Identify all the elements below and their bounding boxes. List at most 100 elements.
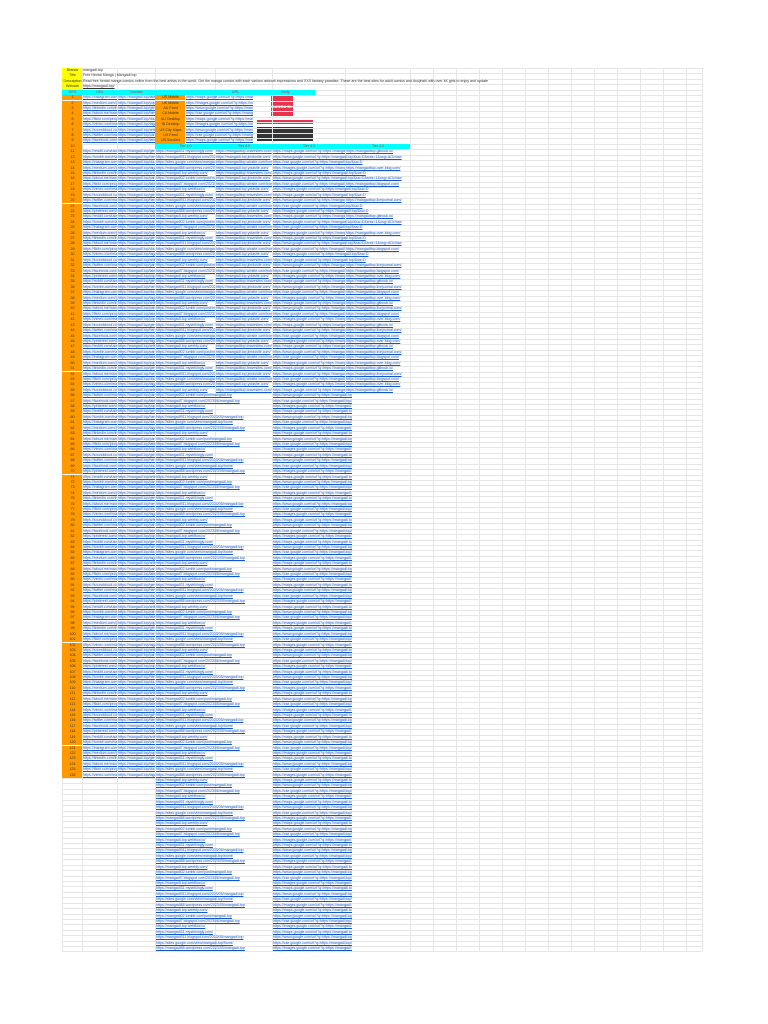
site-link[interactable]: https://facebook.com/mangadl <box>83 463 117 468</box>
site-link[interactable]: https://flickr.com/people/mangadl <box>83 311 117 316</box>
tier-link[interactable]: https://maps.google.com/url?q=https://ma… <box>273 821 352 826</box>
tier-link[interactable]: https://mangadltop.blogspot.com/ <box>346 181 399 186</box>
tier-link[interactable]: https://cse.google.com/url?q=https://man… <box>273 268 345 273</box>
site-link[interactable]: https://twitter.com/mangadl <box>83 133 117 138</box>
tier-link[interactable]: https://mangadl02.tumblr.com/post/mangad… <box>156 696 232 701</box>
tier-link[interactable]: https://maps.google.com/url?q=https://ma… <box>273 366 345 371</box>
tier-link[interactable]: https://www.google.com/url?q=https://man… <box>273 566 352 571</box>
tier-link[interactable]: https://www.google.com/url?q=https://man… <box>273 154 402 159</box>
tier-link[interactable]: https://mangadl.top.jimdosite.com/ <box>216 349 271 354</box>
tier-link[interactable]: https://mangadltop.bravesites.com/ <box>216 214 272 219</box>
tier-link[interactable]: https://mangadltop.livejournal.com/ <box>346 371 402 376</box>
site-link[interactable]: https://vimeo.com/mangadl <box>83 512 117 517</box>
domain-link[interactable]: https://mangadl.top/doujinshi <box>118 203 155 208</box>
domain-link[interactable]: https://mangadl.top/genre <box>118 322 155 327</box>
tier-link[interactable]: https://mangadltop.livejournal.com/ <box>346 263 402 268</box>
domain-link[interactable]: https://mangadl.top/popular <box>118 100 155 105</box>
tier-link[interactable]: https://mangadl31.mystrikingly.com/ <box>156 669 213 674</box>
tier-link[interactable]: https://mangadl31.mystrikingly.com/ <box>156 886 213 891</box>
tier-link[interactable]: https://mangadl911.blogspot.com/2023/05/… <box>156 805 244 810</box>
tier-link[interactable]: https://mangadl88.wordpress.com/2023/05/… <box>156 685 245 690</box>
tier-link[interactable]: https://sites.google.com/view/mangadl-to… <box>156 550 233 555</box>
tier-link[interactable]: https://mangadl.top.yolasite.com/ <box>216 360 269 365</box>
site-link[interactable]: https://reddit.com/user/mangadl <box>83 409 117 414</box>
domain-link[interactable]: https://mangadl.top/hentai-manga <box>118 241 155 246</box>
tier-link[interactable]: https://cse.google.com/url?q=https://man… <box>273 680 352 685</box>
tier-link[interactable]: https://mangadltop.blogspot.com/ <box>346 311 399 316</box>
tier-link[interactable]: https://images.google.com/url?q=https://… <box>273 750 352 755</box>
tier-link[interactable]: https://mangadl7.blogspot.com/2023/06/ma… <box>156 832 240 837</box>
tier-link[interactable]: https://www.google.com/url?q=https://man… <box>273 761 352 766</box>
tier-link[interactable]: https://mangadl911.blogspot.com/2023/05/… <box>156 935 244 940</box>
site-link[interactable]: https://vimeo.com/mangadl <box>83 382 117 387</box>
tier-link[interactable]: https://www.google.com/url?q=https://man… <box>273 891 352 896</box>
tier-link[interactable]: https://www.google.com/url?q=https://man… <box>273 284 345 289</box>
site-link[interactable]: https://about.me/mangadl <box>83 306 117 311</box>
tier-link[interactable]: https://mangadl88.wordpress.com/2023/05/… <box>156 512 245 517</box>
domain-link[interactable]: https://mangadl.top/popular <box>118 187 155 192</box>
tier-link[interactable]: https://www.google.com/url?q=https://man… <box>273 458 352 463</box>
tier-link[interactable]: https://mangadl.top.jimdosite.com/ <box>216 306 271 311</box>
site-link[interactable]: https://twitter.com/mangadl <box>83 653 117 658</box>
tier-link[interactable]: https://mangadl-top.webflow.io/ <box>156 924 206 929</box>
site-link[interactable]: https://instagram.com/mangadl <box>83 160 117 165</box>
domain-link[interactable]: https://mangadl.top/popular <box>118 317 155 322</box>
tier-link[interactable]: https://mangadltop.blogspot.com/ <box>346 290 399 295</box>
domain-link[interactable]: https://mangadl.top/hentai-manga <box>118 284 155 289</box>
domain-link[interactable]: https://mangadl.top/artist <box>118 301 155 306</box>
tier-link[interactable]: https://mangadltop.wixsite.com/home <box>216 225 272 230</box>
tier-link[interactable]: https://www.google.com/url?q=https://man… <box>273 306 345 311</box>
tier-link[interactable]: https://cse.google.com/url?q=https://man… <box>273 702 352 707</box>
site-link[interactable]: https://linkedin.com/in/mangadl <box>83 561 117 566</box>
tier-link[interactable]: https://cse.google.com/url?q=https://man… <box>273 832 352 837</box>
tier-link[interactable]: https://mangadl7.blogspot.com/2023/06/ma… <box>156 225 215 230</box>
site-link[interactable]: https://flickr.com/people/mangadl <box>83 637 117 642</box>
tier-link[interactable]: https://mangadl02.tumblr.com/post/mangad… <box>156 349 215 354</box>
tier-link[interactable]: https://mangadl-top.weebly.com/ <box>156 821 208 826</box>
tier-link[interactable]: https://mangadl-top.webflow.io/ <box>156 707 206 712</box>
tier-link[interactable]: https://cse.google.com/url?q=https://man… <box>273 853 352 858</box>
tier-link[interactable]: https://mangadltop.bravesites.com/ <box>216 192 272 197</box>
tier-link[interactable]: https://mangadl02.tumblr.com/post/mangad… <box>156 263 215 268</box>
tier-link[interactable]: https://sites.google.com/view/mangadl-to… <box>156 203 215 208</box>
tier-link[interactable]: https://maps.google.com/url?q=https://ma… <box>273 322 345 327</box>
site-link[interactable]: https://soundcloud.com/mangadl <box>83 647 117 652</box>
tier-link[interactable]: https://cse.google.com/url?q=https://man… <box>273 203 363 208</box>
tier-link[interactable]: https://cse.google.com/url?q=https://man… <box>186 133 253 138</box>
domain-link[interactable]: https://mangadl.top/popular <box>118 360 155 365</box>
domain-link[interactable]: https://mangadl.top/parody <box>118 696 155 701</box>
tier-link[interactable]: https://mangadl.top.yolasite.com/ <box>216 382 269 387</box>
tier-link[interactable]: https://mangadl7.blogspot.com/2023/06/ma… <box>156 875 240 880</box>
tier-link[interactable]: https://images.google.com/url?q=https://… <box>273 685 352 690</box>
site-link[interactable]: https://medium.com/@mangadl <box>83 360 117 365</box>
site-link[interactable]: https://soundcloud.com/mangadl <box>83 192 117 197</box>
tier-link[interactable]: https://cse.google.com/url?q=https://man… <box>273 333 345 338</box>
tier-link[interactable]: https://maps.google.com/url?q=https://ma… <box>186 95 253 100</box>
domain-link[interactable]: https://mangadl.top/artist <box>118 170 155 175</box>
tier-link[interactable]: https://images.google.com/url?q=https://… <box>273 512 352 517</box>
tier-link[interactable]: https://mangadl31.mystrikingly.com/ <box>156 496 213 501</box>
tier-link[interactable]: https://maps.google.com/url?q=https://ma… <box>273 908 352 913</box>
site-link[interactable]: https://tumblr.com/mangadl <box>83 479 117 484</box>
domain-link[interactable]: https://mangadl.top/genre <box>118 669 155 674</box>
tier-link[interactable]: https://www.google.com/url?q=https://man… <box>273 414 352 419</box>
tier-link[interactable]: https://mangadl911.blogspot.com/2023/05/… <box>156 198 215 203</box>
site-link[interactable]: https://instagram.com/mangadl <box>83 420 117 425</box>
domain-link[interactable]: https://mangadl.top/doujinshi <box>118 463 155 468</box>
tier-link[interactable]: https://mangadl-top.weebly.com/ <box>156 908 208 913</box>
tier-link[interactable]: https://mangadltop.over-blog.com/ <box>346 382 401 387</box>
tier-link[interactable]: https://maps.google.com/url?q=https://ma… <box>273 582 352 587</box>
tier-link[interactable]: https://images.google.com/url?q=https://… <box>273 837 352 842</box>
tier-link[interactable]: https://mangadl-top.webflow.io/ <box>156 273 206 278</box>
tier-link[interactable]: https://mangadl.top.jimdosite.com/ <box>216 219 271 224</box>
tier-link[interactable]: https://maps.google.com/url?q=https://ma… <box>273 561 352 566</box>
domain-link[interactable]: https://mangadl.top/tag/english <box>118 512 155 517</box>
tier-link[interactable]: https://sites.google.com/view/mangadl-to… <box>156 637 233 642</box>
tier-link[interactable]: https://mangadltop.wixsite.com/home <box>216 246 272 251</box>
tier-link[interactable]: https://sites.google.com/view/mangadl-to… <box>156 246 215 251</box>
tier-link[interactable]: https://maps.google.com/url?q=https://ma… <box>273 734 352 739</box>
tier-link[interactable]: https://mangadl88.wordpress.com/2023/05/… <box>156 382 215 387</box>
tier-link[interactable]: https://mangadl88.wordpress.com/2023/05/… <box>156 772 245 777</box>
site-link[interactable]: https://tumblr.com/mangadl <box>83 154 117 159</box>
site-link[interactable]: https://pinterest.com/mangadl <box>83 404 117 409</box>
